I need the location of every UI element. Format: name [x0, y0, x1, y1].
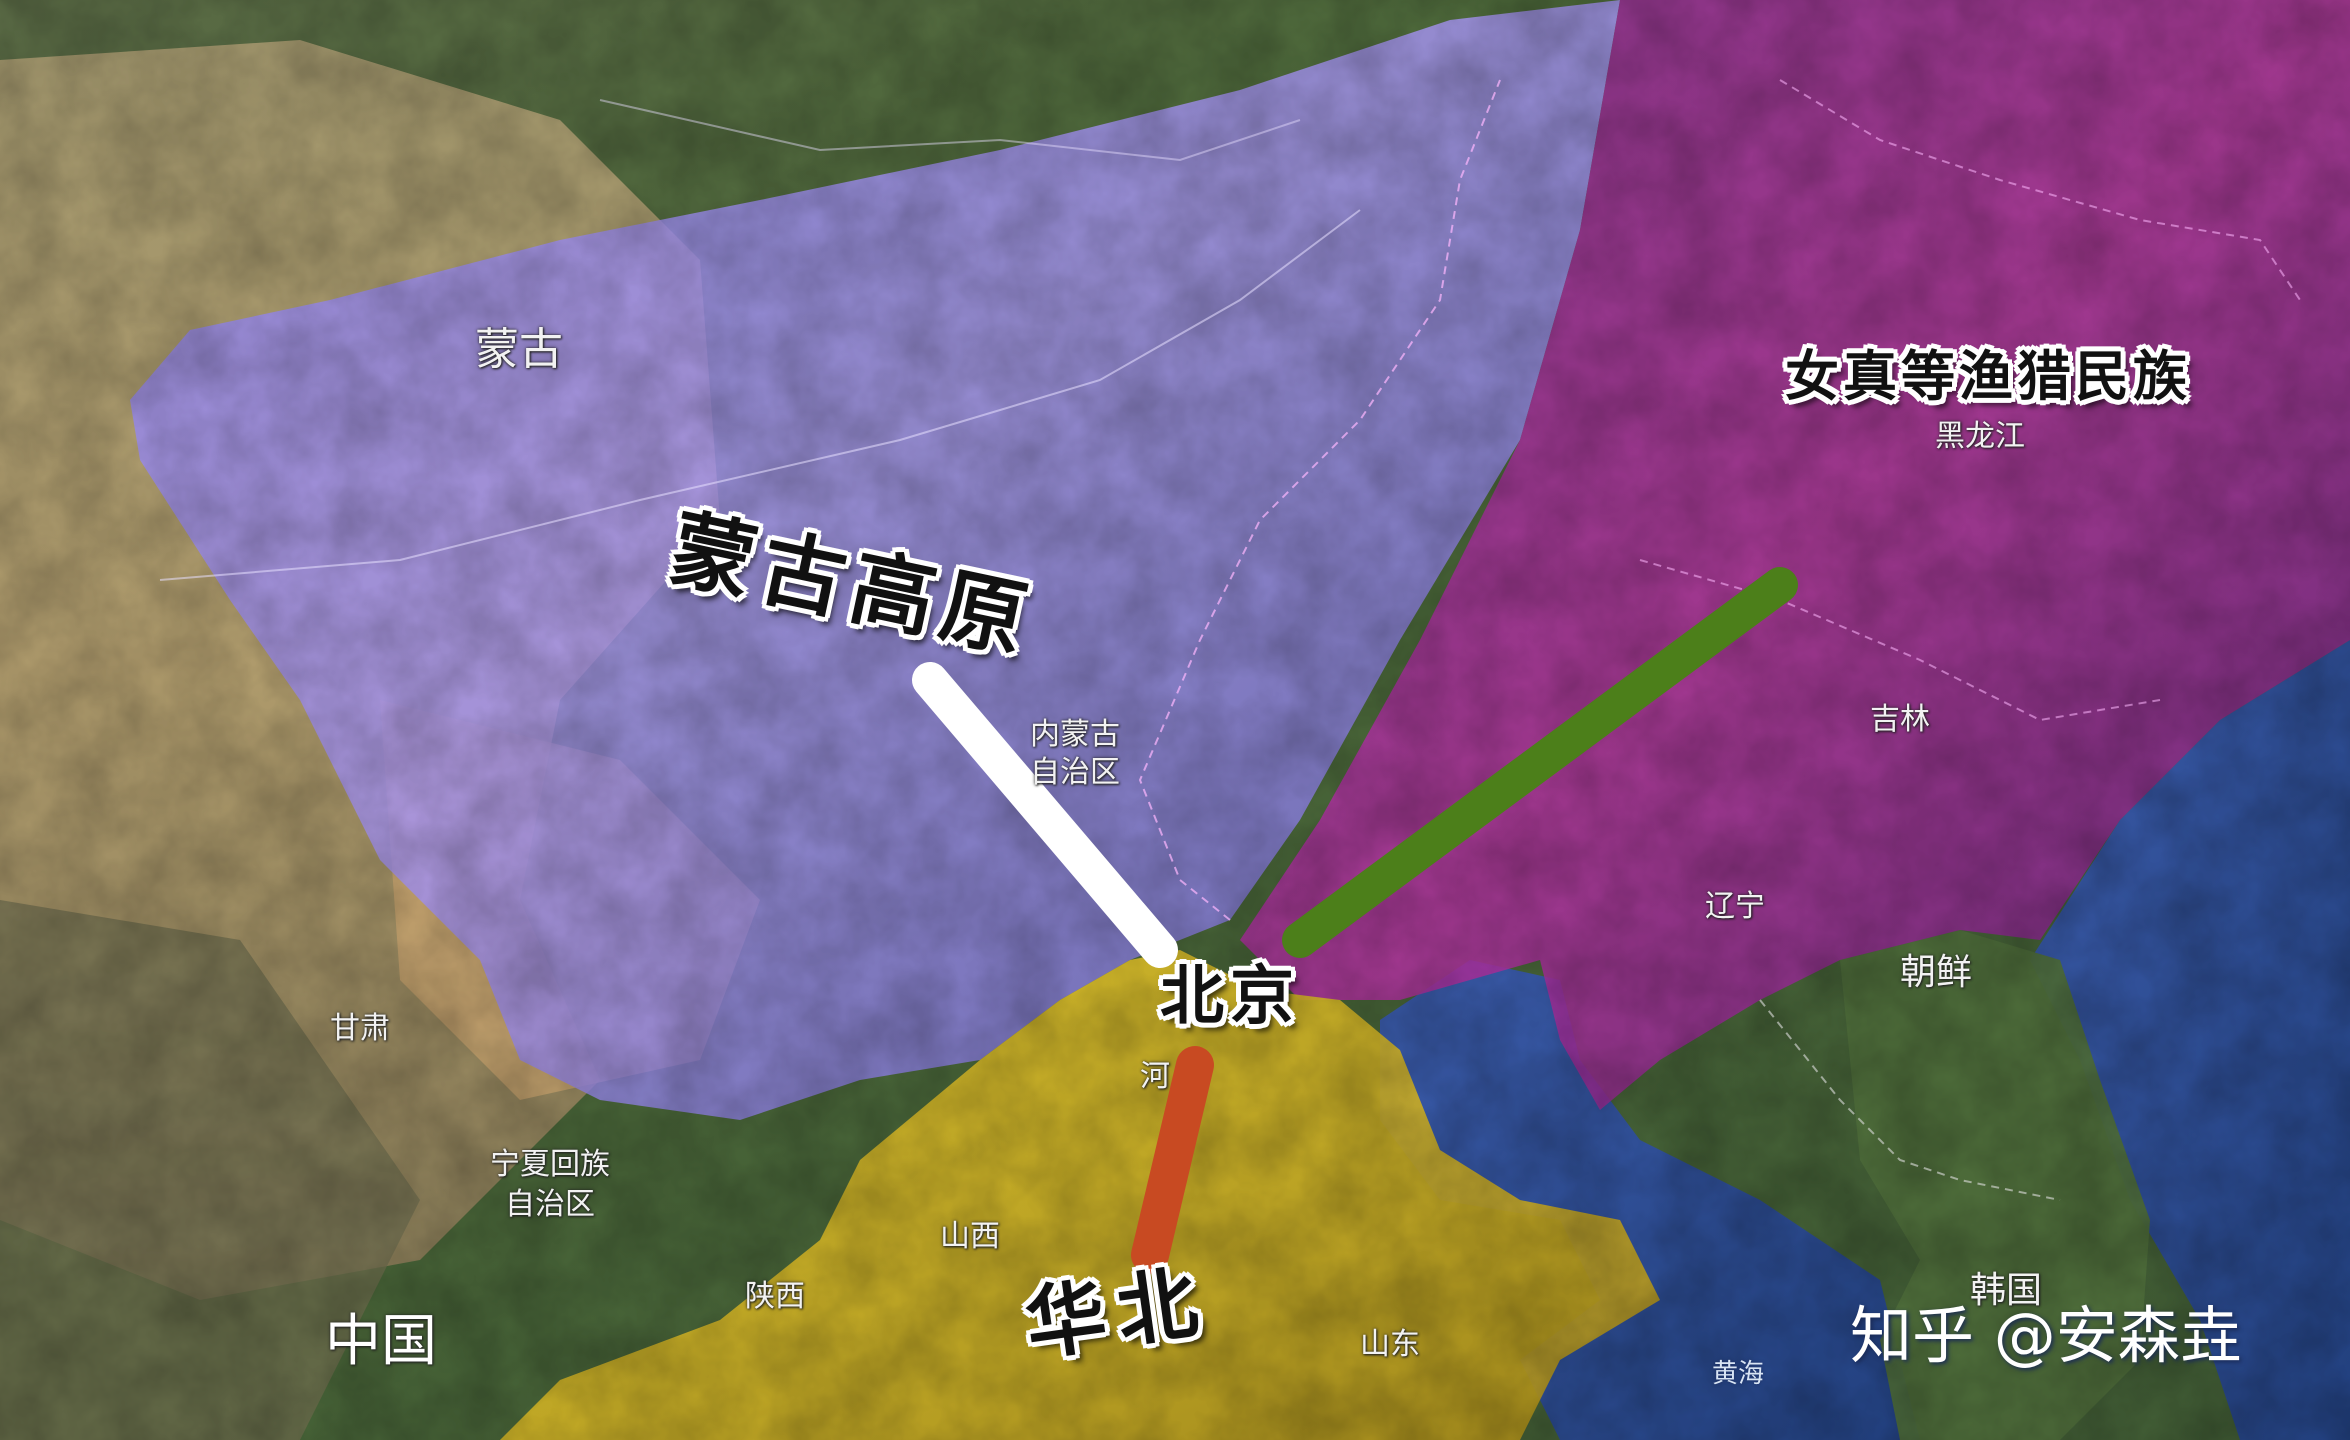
label-huanghai: 黄海 — [1712, 1359, 1765, 1389]
watermark: 知乎 @安森垚 — [1850, 1299, 2242, 1372]
border-line — [1639, 559, 2161, 722]
route-line-mongolia — [912, 662, 1178, 968]
label-zhongguo: 中国 — [325, 1309, 437, 1374]
label-chaoxian: 朝鲜 — [1900, 952, 1973, 993]
label-jilin: 吉林 — [1870, 702, 1930, 737]
label-hanguo: 韩国 — [1970, 1270, 2043, 1311]
border-line — [1138, 79, 1501, 921]
border-line — [1759, 999, 2061, 1201]
label-gansu: 甘肃 — [330, 1011, 390, 1046]
border-line — [599, 99, 1301, 162]
border-line — [159, 209, 1361, 581]
label-mongolia-country: 蒙古 — [475, 324, 563, 375]
label-liaoning: 辽宁 — [1705, 889, 1765, 924]
route-line-jurchen — [1282, 567, 1798, 958]
label-hebei-partial: 河 — [1140, 1059, 1170, 1094]
label-heilongjiang: 黑龙江 — [1935, 419, 2025, 454]
label-nei-menggu-line2: 自治区 — [1030, 755, 1120, 790]
label-ningxia-line1: 宁夏回族 — [490, 1147, 610, 1182]
label-shandong: 山东 — [1360, 1327, 1420, 1362]
border-line — [1779, 79, 2301, 301]
label-shanxi: 山西 — [940, 1219, 1000, 1254]
label-shaanxi: 陕西 — [745, 1279, 805, 1314]
label-nei-menggu-line1: 内蒙古 — [1030, 717, 1120, 752]
route-line-huabei — [1131, 1046, 1214, 1274]
region-label-beijing: 北京 — [1160, 959, 1300, 1034]
label-ningxia-line2: 自治区 — [505, 1187, 595, 1222]
region-label-jurchen: 女真等渔猎民族 — [1785, 344, 2191, 408]
